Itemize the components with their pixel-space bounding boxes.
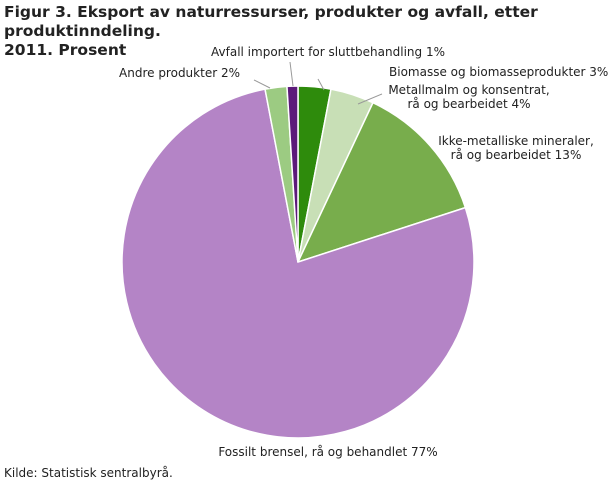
source-note: Kilde: Statistisk sentralbyrå.: [4, 466, 173, 480]
slice-label-2-line-1: Metallmalm og konsentrat,: [388, 83, 549, 97]
slice-label-3-line-1: Ikke-metalliske mineraler,: [438, 134, 594, 148]
pie-slices: [121, 85, 475, 439]
slice-label-5-line-1: Andre produkter 2%: [119, 66, 240, 80]
slice-label-2-line-2: rå og bearbeidet 4%: [407, 97, 530, 111]
pie-slice-3: [296, 101, 467, 264]
leader-line-5: [253, 79, 271, 89]
leader-line-1: [317, 78, 325, 91]
slice-labels: Biomasse og biomasseprodukter 3% Metallma…: [119, 45, 608, 459]
slice-label-3: Ikke-metalliske mineraler, rå og bearbeid…: [438, 134, 594, 162]
label-leader-lines: [253, 61, 383, 105]
slice-label-4-line-1: Fossilt brensel, rå og behandlet 77%: [218, 445, 437, 459]
slice-label-1: Biomasse og biomasseprodukter 3%: [389, 65, 608, 79]
leader-line-6: [289, 61, 294, 87]
slice-label-4: Fossilt brensel, rå og behandlet 77%: [218, 445, 437, 459]
chart-title: Figur 3. Eksport av naturressurser, prod…: [4, 3, 608, 60]
slice-label-6: Avfall importert for sluttbehandling 1%: [211, 45, 445, 59]
slice-label-1-line-1: Biomasse og biomasseprodukter 3%: [389, 65, 608, 79]
slice-label-3-line-2: rå og bearbeidet 13%: [451, 148, 582, 162]
pie-slice-6: [286, 85, 299, 263]
chart-title-line-1: Figur 3. Eksport av naturressurser, prod…: [4, 3, 538, 40]
slice-label-2: Metallmalm og konsentrat, rå og bearbeide…: [388, 83, 549, 111]
leader-line-2: [357, 93, 383, 105]
chart-title-line-2: 2011. Prosent: [4, 41, 127, 59]
slice-label-5: Andre produkter 2%: [119, 66, 240, 80]
slice-label-6-line-1: Avfall importert for sluttbehandling 1%: [211, 45, 445, 59]
pie-slice-4: [121, 88, 475, 439]
